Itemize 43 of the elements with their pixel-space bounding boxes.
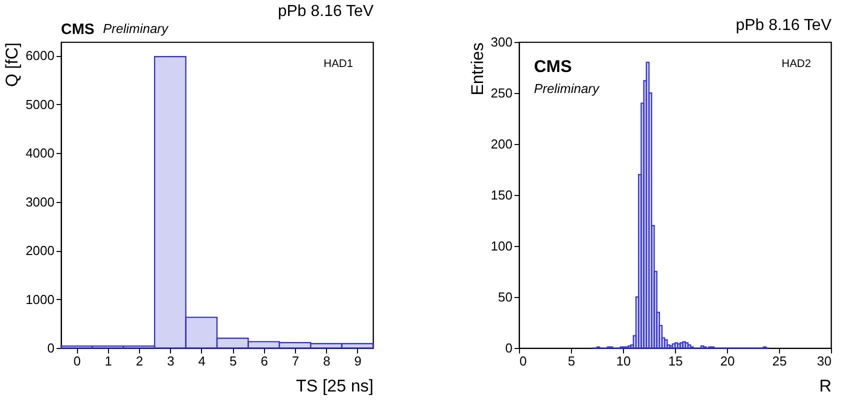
y-tick-label: 5000 xyxy=(26,96,54,112)
x-tick-label: 4 xyxy=(198,354,206,368)
y-tick-label: 300 xyxy=(490,34,512,50)
y-tick-label: 4000 xyxy=(26,146,54,161)
x-tick-label: 7 xyxy=(292,354,300,368)
x-tick-label: 25 xyxy=(772,354,787,368)
x-tick-label: 5 xyxy=(568,354,576,368)
annotation: CMS xyxy=(534,57,572,76)
text: CMS xyxy=(61,21,94,38)
y-tick-label: 200 xyxy=(490,136,512,152)
x-tick-label: 9 xyxy=(354,354,362,368)
x-tick-label: 30 xyxy=(817,354,832,368)
chart-title: pPb 8.16 TeV xyxy=(736,17,832,34)
annotation: HAD1 xyxy=(324,58,353,70)
x-tick-label: 0 xyxy=(73,354,81,368)
y-tick-label: 150 xyxy=(490,188,512,202)
x-tick-label: 10 xyxy=(616,354,631,368)
x-tick-label: 8 xyxy=(323,354,330,368)
y-axis-title: Entries xyxy=(468,42,487,96)
x-tick-label: 20 xyxy=(720,354,735,368)
y-tick-label: 1000 xyxy=(26,292,54,307)
y-tick-label: 2000 xyxy=(26,243,54,258)
chart-title: pPb 8.16 TeV xyxy=(278,3,374,20)
y-tick-label: 6000 xyxy=(26,48,54,64)
y-axis-title: Q [fC] xyxy=(2,42,22,87)
annotation: HAD2 xyxy=(782,58,811,70)
y-tick-label: 3000 xyxy=(26,194,54,210)
y-tick-label: 50 xyxy=(498,290,512,304)
text: Preliminary xyxy=(103,21,170,36)
x-tick-label: 0 xyxy=(520,354,527,368)
x-axis-title: TS [25 ns] xyxy=(296,376,374,396)
x-tick-label: 6 xyxy=(260,354,268,368)
x-tick-label: 3 xyxy=(167,354,174,368)
annotation: Preliminary xyxy=(534,81,601,96)
x-tick-label: 5 xyxy=(229,354,237,368)
y-tick-label: 0 xyxy=(505,340,512,356)
x-axis-title: R xyxy=(819,376,832,396)
y-tick-label: 100 xyxy=(490,238,512,254)
x-tick-label: 1 xyxy=(104,354,112,368)
x-tick-label: 2 xyxy=(136,354,144,368)
x-tick-label: 15 xyxy=(668,354,683,368)
y-tick-label: 0 xyxy=(47,340,54,356)
y-tick-label: 250 xyxy=(490,86,512,100)
